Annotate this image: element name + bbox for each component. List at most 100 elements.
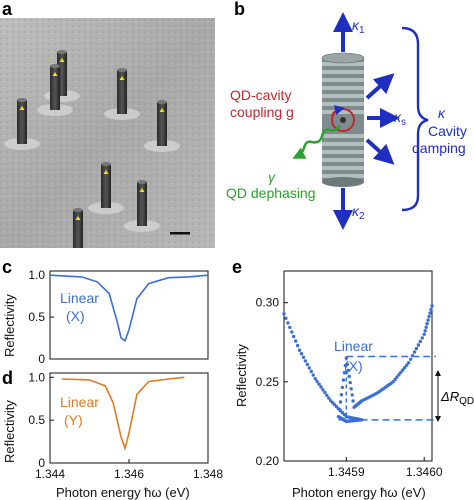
data-point: [429, 307, 433, 312]
data-point: [338, 400, 343, 404]
micropillar: [4, 98, 40, 150]
data-point: [414, 346, 419, 351]
data-point: [282, 312, 286, 316]
y-tick-label: 1.0: [28, 268, 45, 282]
delta-r-label: ΔRQD: [440, 389, 474, 407]
chart-c-label-line1: Linear: [60, 290, 99, 306]
data-point: [420, 336, 424, 340]
dbr-layer: [322, 78, 364, 82]
chart-d-xticks: 1.344 1.346 1.348: [35, 459, 223, 481]
chart-c-frame: [49, 270, 209, 360]
charts-area: Reflectivity 0 0.5 1.0 Linear (X) Reflecti…: [2, 268, 474, 500]
cavity-label-line2: damping: [412, 140, 466, 156]
data-point: [405, 363, 409, 367]
micropillar: [144, 100, 180, 152]
micropillar: [124, 180, 160, 232]
data-point: [350, 393, 354, 397]
panel-letter-b: b: [234, 0, 245, 19]
dbr-layer: [322, 102, 364, 106]
dephasing-arrow: [292, 125, 341, 159]
data-point: [327, 396, 331, 400]
qd-cavity-label-line2: coupling g: [230, 104, 294, 120]
micropillar: [73, 208, 83, 248]
data-point: [403, 365, 407, 370]
delta-r-arrowheads: [435, 370, 441, 422]
dbr-layer: [322, 142, 364, 146]
data-point: [288, 325, 292, 330]
data-point: [428, 311, 432, 315]
data-point: [286, 321, 290, 325]
data-point: [341, 378, 346, 382]
data-point: [426, 318, 430, 322]
data-point: [295, 343, 300, 348]
x-tick-label: 1.348: [193, 467, 223, 481]
data-point: [430, 304, 434, 308]
chart-e: Reflectivity 0.20 0.25 0.30 1.3459 1.3460 L…: [234, 270, 474, 500]
cavity-schematic: κ1 κ2 κs QD-cavity coupling g γ QD depha…: [226, 12, 467, 230]
data-point: [425, 321, 429, 326]
chart-e-xticks: 1.3459 1.3460: [328, 457, 443, 479]
chart-e-label-line2: (X): [344, 358, 363, 374]
data-point: [284, 316, 288, 320]
data-point: [427, 314, 431, 319]
data-point: [395, 375, 399, 379]
data-point: [294, 339, 298, 343]
data-point: [292, 334, 296, 339]
data-point: [422, 332, 426, 336]
data-point: [336, 415, 341, 419]
data-point: [397, 373, 401, 377]
dbr-layer: [322, 150, 364, 154]
data-point: [325, 393, 329, 397]
data-point: [344, 356, 348, 360]
x-tick-label: 1.346: [114, 467, 144, 481]
panel-letter-a: a: [2, 0, 13, 19]
cavity-label-line1: Cavity: [428, 123, 467, 139]
y-tick-label: 0.20: [256, 454, 280, 468]
kappas-arrow-upper: [365, 73, 395, 100]
x-tick-label: 1.3459: [328, 465, 365, 479]
kappas-label: κs: [394, 109, 406, 128]
data-point: [416, 343, 421, 347]
dbr-layer: [322, 174, 364, 178]
gamma-label: γ: [268, 169, 276, 185]
kappa-total-label: κ: [438, 105, 446, 121]
data-point: [410, 354, 415, 358]
dbr-layer: [322, 166, 364, 170]
micropillar: [104, 68, 140, 120]
micropillars: [4, 50, 180, 248]
dbr-layer: [322, 94, 364, 98]
data-point: [408, 357, 413, 361]
data-point: [348, 380, 352, 385]
data-point: [307, 366, 311, 370]
data-point: [303, 359, 308, 363]
y-tick-label: 0.25: [256, 375, 280, 389]
panel-letter-d: d: [2, 368, 13, 388]
kappa1-label: κ1: [352, 17, 365, 36]
chart-d-ylabel: Reflectivity: [2, 400, 17, 463]
data-point: [345, 362, 349, 366]
kappa2-label: κ2: [352, 203, 365, 222]
y-tick-label: 0.30: [256, 296, 280, 310]
data-point: [317, 382, 321, 386]
chart-c-ylabel: Reflectivity: [2, 294, 17, 357]
chart-e-ylabel: Reflectivity: [234, 344, 249, 407]
y-tick-label: 0: [38, 456, 45, 470]
data-point: [393, 377, 397, 382]
data-point: [406, 361, 411, 365]
data-point: [290, 330, 294, 334]
data-point: [311, 373, 315, 377]
sem-micrograph: [0, 18, 215, 248]
data-point: [424, 325, 428, 329]
data-point: [412, 350, 417, 354]
chart-d-label-line1: Linear: [60, 394, 99, 410]
y-tick-label: 0.5: [28, 413, 45, 427]
panel-letter-e: e: [232, 257, 242, 277]
chart-e-label-line1: Linear: [334, 338, 373, 354]
chart-d-xlabel: Photon energy ħω (eV): [56, 485, 190, 500]
chart-e-frame: [283, 270, 433, 462]
scale-bar: [170, 232, 190, 235]
data-point: [391, 380, 395, 384]
data-point: [418, 339, 422, 344]
data-point: [399, 370, 403, 374]
